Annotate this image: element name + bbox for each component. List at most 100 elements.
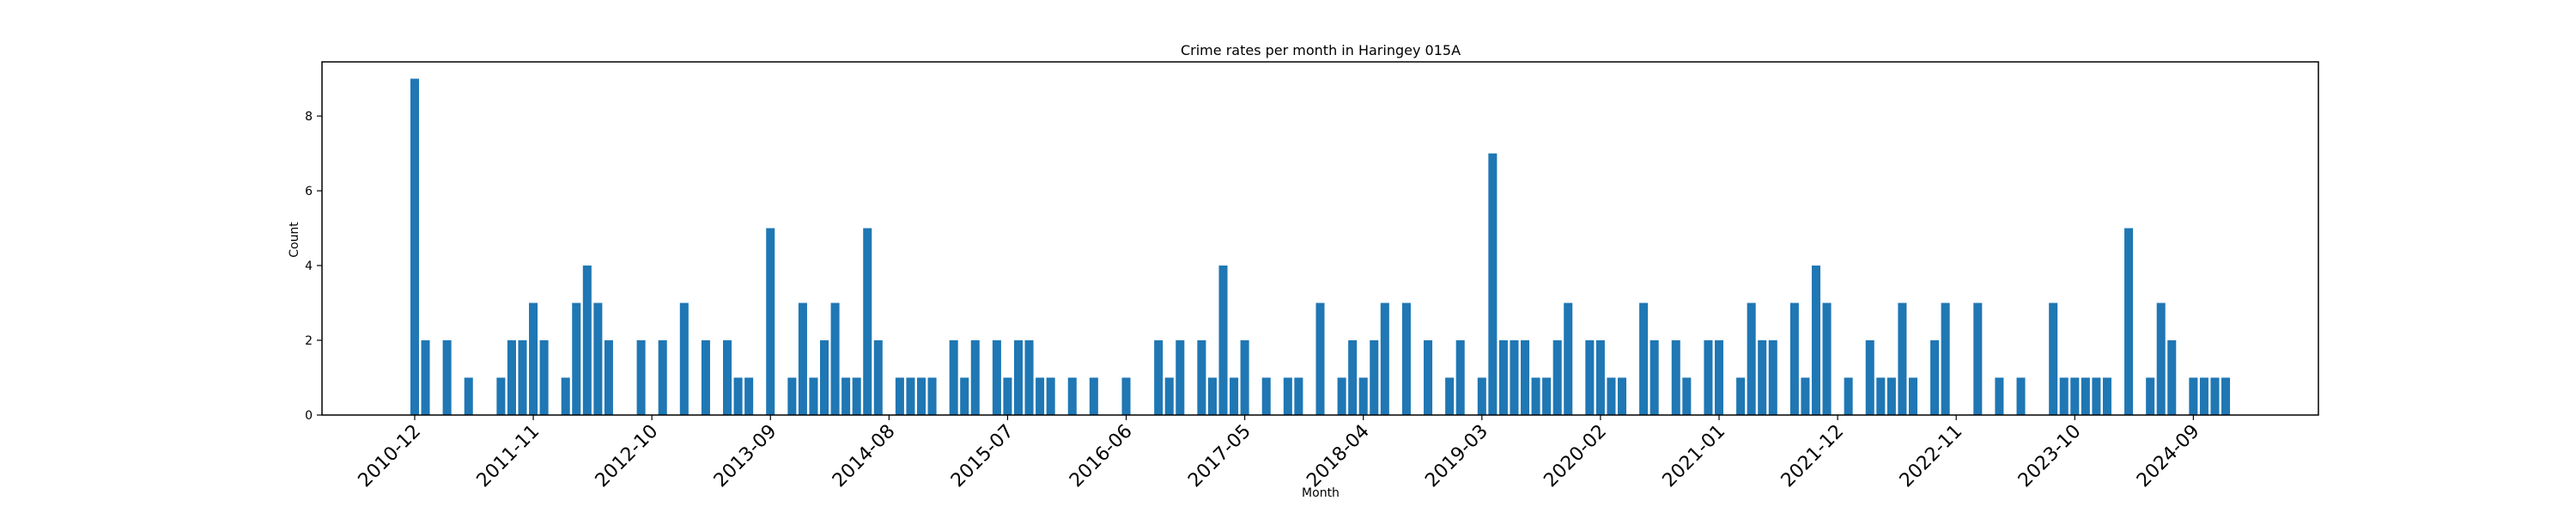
bar-2024-10 bbox=[2199, 377, 2208, 415]
x-tick-label-2015-07: 2015-07 bbox=[947, 421, 1018, 492]
bar-2012-03 bbox=[572, 302, 581, 415]
bar-2023-08 bbox=[2049, 302, 2058, 415]
bar-2023-12 bbox=[2092, 377, 2101, 415]
bar-2017-10 bbox=[1294, 377, 1303, 415]
bar-2011-03 bbox=[442, 340, 452, 415]
x-tick-label-2013-09: 2013-09 bbox=[710, 421, 781, 492]
bar-2018-05 bbox=[1370, 340, 1379, 415]
bar-2013-01 bbox=[679, 302, 689, 415]
bar-2023-01 bbox=[1973, 302, 1983, 415]
bar-2016-01 bbox=[1067, 377, 1077, 415]
bar-2014-01 bbox=[809, 377, 818, 415]
bar-2021-11 bbox=[1822, 302, 1832, 415]
bar-2019-06 bbox=[1510, 340, 1519, 415]
bar-2019-01 bbox=[1455, 340, 1465, 415]
bar-2022-09 bbox=[1930, 340, 1940, 415]
bar-2011-08 bbox=[496, 377, 506, 415]
x-tick-label-2011-11: 2011-11 bbox=[473, 421, 544, 492]
x-tick-label-2010-12: 2010-12 bbox=[355, 421, 426, 492]
bar-2013-07 bbox=[744, 377, 754, 415]
x-axis: 2010-12 2011-11 2012-10 2013-09 2014-08 2015-… bbox=[355, 415, 2204, 492]
y-tick-label-0: 0 bbox=[305, 409, 313, 423]
bar-2014-03 bbox=[830, 302, 840, 415]
bar-2017-01 bbox=[1197, 340, 1206, 415]
bar-2012-05 bbox=[593, 302, 603, 415]
bar-2022-10 bbox=[1941, 302, 1950, 415]
bar-2021-05 bbox=[1758, 340, 1767, 415]
bar-2018-12 bbox=[1445, 377, 1455, 415]
bar-2020-12 bbox=[1704, 340, 1713, 415]
bar-2012-06 bbox=[604, 340, 613, 415]
bar-2019-11 bbox=[1564, 302, 1573, 415]
plot-frame bbox=[321, 61, 2319, 416]
bar-2014-04 bbox=[841, 377, 851, 415]
bar-2023-03 bbox=[1995, 377, 2004, 415]
bar-2020-03 bbox=[1607, 377, 1616, 415]
bar-2021-01 bbox=[1714, 340, 1724, 415]
bar-2014-12 bbox=[927, 377, 937, 415]
bar-2011-01 bbox=[421, 340, 430, 415]
x-tick-label-2021-01: 2021-01 bbox=[1659, 421, 1730, 492]
bar-2023-10 bbox=[2070, 377, 2080, 415]
bar-2017-02 bbox=[1207, 377, 1217, 415]
bar-2018-04 bbox=[1358, 377, 1368, 415]
bar-2013-12 bbox=[798, 302, 807, 415]
bar-2024-01 bbox=[2102, 377, 2111, 415]
bar-2018-03 bbox=[1348, 340, 1358, 415]
bar-2019-08 bbox=[1531, 377, 1540, 415]
bar-2022-03 bbox=[1865, 340, 1874, 415]
bar-2014-06 bbox=[863, 228, 872, 415]
bar-2020-10 bbox=[1682, 377, 1692, 415]
bar-2018-02 bbox=[1337, 377, 1346, 415]
x-tick-label-2021-12: 2021-12 bbox=[1777, 421, 1849, 492]
x-tick-label-2014-08: 2014-08 bbox=[829, 421, 900, 492]
bar-2018-08 bbox=[1401, 302, 1411, 415]
bar-2014-09 bbox=[895, 377, 904, 415]
bar-2011-05 bbox=[464, 377, 473, 415]
x-tick-label-2017-05: 2017-05 bbox=[1184, 421, 1255, 492]
bar-2019-04 bbox=[1488, 153, 1498, 415]
bar-2015-08 bbox=[1013, 340, 1024, 415]
y-axis: 0 2 4 6 8 bbox=[305, 110, 322, 423]
x-tick-label-2024-09: 2024-09 bbox=[2133, 421, 2204, 492]
bar-2019-07 bbox=[1521, 340, 1530, 415]
bar-2024-06 bbox=[2156, 302, 2166, 415]
bar-2015-09 bbox=[1024, 340, 1034, 415]
x-tick-label-2023-10: 2023-10 bbox=[2014, 421, 2086, 492]
bar-2020-01 bbox=[1585, 340, 1595, 415]
bar-2011-10 bbox=[518, 340, 527, 415]
bar-2015-06 bbox=[992, 340, 1001, 415]
bar-2015-07 bbox=[1003, 377, 1012, 415]
bar-2024-12 bbox=[2221, 377, 2231, 415]
bar-2020-04 bbox=[1617, 377, 1627, 415]
bar-2020-07 bbox=[1649, 340, 1659, 415]
bar-2016-06 bbox=[1121, 377, 1131, 415]
bar-2023-11 bbox=[2081, 377, 2090, 415]
x-axis-label: Month bbox=[1302, 486, 1340, 500]
bar-2013-09 bbox=[766, 228, 775, 415]
bar-2017-04 bbox=[1230, 377, 1239, 415]
x-tick-label-2018-04: 2018-04 bbox=[1303, 421, 1374, 492]
bar-2013-11 bbox=[787, 377, 797, 415]
bar-2024-07 bbox=[2167, 340, 2177, 415]
x-tick-label-2016-06: 2016-06 bbox=[1066, 421, 1137, 492]
bar-2013-05 bbox=[723, 340, 732, 415]
bar-2015-04 bbox=[970, 340, 980, 415]
bar-2015-11 bbox=[1046, 377, 1055, 415]
bar-2017-12 bbox=[1315, 302, 1325, 415]
bar-2014-05 bbox=[852, 377, 861, 415]
x-tick-label-2019-03: 2019-03 bbox=[1421, 421, 1492, 492]
bar-2012-09 bbox=[636, 340, 646, 415]
bar-2017-07 bbox=[1261, 377, 1271, 415]
bar-2018-06 bbox=[1380, 302, 1389, 415]
bar-2017-09 bbox=[1283, 377, 1292, 415]
bar-2011-11 bbox=[529, 302, 538, 415]
bar-2021-10 bbox=[1811, 266, 1820, 415]
bar-2012-11 bbox=[658, 340, 667, 415]
bar-2019-10 bbox=[1552, 340, 1562, 415]
bar-2023-09 bbox=[2059, 377, 2069, 415]
bar-2015-02 bbox=[949, 340, 958, 415]
x-tick-label-2022-11: 2022-11 bbox=[1896, 421, 1967, 492]
